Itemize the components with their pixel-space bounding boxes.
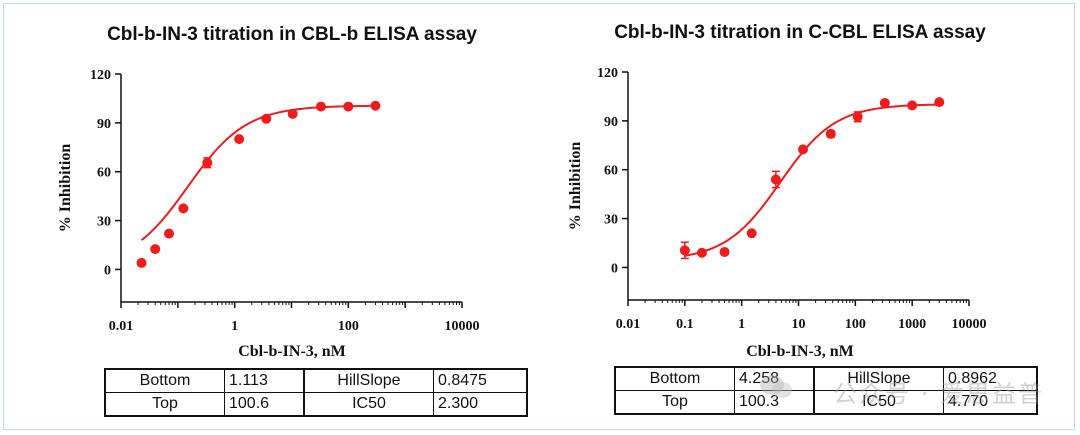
param-value: 100.6 <box>224 392 305 417</box>
x-tick-label: 0.01 <box>616 317 641 332</box>
x-tick-label: 1000 <box>898 317 926 332</box>
param-name: IC50 <box>303 392 434 417</box>
param-name: Bottom <box>104 368 225 393</box>
x-tick-label: 10000 <box>952 317 987 332</box>
param-value: 2.300 <box>433 392 528 417</box>
data-point <box>770 174 781 185</box>
data-point <box>798 144 809 155</box>
param-value: 4.258 <box>734 366 815 391</box>
x-axis-label: Cbl-b-IN-3, nM <box>238 343 346 360</box>
x-tick-label: 1 <box>231 319 238 334</box>
y-tick-label: 30 <box>604 213 618 228</box>
y-tick-label: 120 <box>90 68 111 83</box>
x-tick-label: 10000 <box>445 319 480 334</box>
y-tick-label: 30 <box>97 215 111 230</box>
x-tick-label: 0.1 <box>676 317 694 332</box>
chart-title: Cbl-b-IN-3 titration in CBL-b ELISA assa… <box>107 24 477 45</box>
fit-curve <box>140 104 376 241</box>
data-point <box>136 257 147 268</box>
params-row: Top 100.6 IC50 2.300 <box>104 392 528 417</box>
x-tick-label: 10 <box>792 317 806 332</box>
data-point <box>696 247 707 258</box>
param-name: HillSlope <box>303 368 434 393</box>
data-point <box>202 157 213 168</box>
data-point <box>934 97 945 108</box>
params-table-ccbl: Bottom 4.258 HillSlope 0.8962 Top 100.3 IC50 4.… <box>614 366 1038 415</box>
params-row: Bottom 4.258 HillSlope 0.8962 <box>614 366 1038 391</box>
param-value: 4.770 <box>943 390 1038 415</box>
param-value: 1.113 <box>224 368 305 393</box>
data-point <box>178 203 189 214</box>
chart-ccbl: Cbl-b-IN-3 titration in C-CBL ELISA assa… <box>567 22 987 360</box>
data-point <box>879 97 890 108</box>
param-name: Top <box>614 390 735 415</box>
watermark-text: 公众号 · 爱思益普 <box>833 380 1044 408</box>
data-point <box>719 246 730 257</box>
data-point <box>164 228 175 239</box>
chart-title: Cbl-b-IN-3 titration in C-CBL ELISA assa… <box>614 22 986 43</box>
data-point <box>825 128 836 139</box>
data-point <box>234 134 245 145</box>
param-value: 100.3 <box>734 390 815 415</box>
chart-cblb: Cbl-b-IN-3 titration in CBL-b ELISA assa… <box>57 24 480 360</box>
data-point <box>150 244 161 255</box>
data-point <box>261 113 272 124</box>
x-tick-label: 100 <box>845 317 866 332</box>
data-point <box>679 245 690 256</box>
watermark-wechat-icon <box>760 375 792 398</box>
chart-panel-cblb: Cbl-b-IN-3 titration in CBL-b ELISA assa… <box>57 24 528 417</box>
x-axis-label: Cbl-b-IN-3, nM <box>746 343 854 360</box>
param-name: HillSlope <box>813 366 944 391</box>
data-point <box>907 100 918 111</box>
param-name: Top <box>104 392 225 417</box>
param-name: Bottom <box>614 366 735 391</box>
chart-panel-ccbl: Cbl-b-IN-3 titration in C-CBL ELISA assa… <box>540 0 1080 435</box>
param-name: IC50 <box>813 390 944 415</box>
fit-curve <box>684 103 940 257</box>
image-frame <box>3 3 1075 430</box>
params-row: Bottom 1.113 HillSlope 0.8475 <box>104 368 528 393</box>
x-tick-label: 0.01 <box>109 319 134 334</box>
data-point <box>852 111 863 122</box>
param-value: 0.8475 <box>433 368 528 393</box>
data-point <box>343 101 354 112</box>
y-tick-label: 60 <box>97 166 111 181</box>
x-tick-label: 100 <box>338 319 359 334</box>
data-point <box>315 101 326 112</box>
y-tick-label: 90 <box>97 117 111 132</box>
params-table-cblb: Bottom 1.113 HillSlope 0.8475 Top 100.6 IC50 2.… <box>104 368 528 417</box>
y-tick-label: 60 <box>604 164 618 179</box>
data-point <box>287 108 298 119</box>
y-tick-label: 120 <box>597 66 618 81</box>
x-tick-label: 1 <box>738 317 745 332</box>
y-axis-label: % Inhibition <box>57 144 74 233</box>
data-point <box>370 100 381 111</box>
y-tick-label: 0 <box>611 261 618 276</box>
y-axis-label: % Inhibition <box>567 142 584 231</box>
y-tick-label: 0 <box>104 263 111 278</box>
param-value: 0.8962 <box>943 366 1038 391</box>
data-point <box>746 228 757 239</box>
y-tick-label: 90 <box>604 115 618 130</box>
params-row: Top 100.3 IC50 4.770 <box>614 390 1038 415</box>
